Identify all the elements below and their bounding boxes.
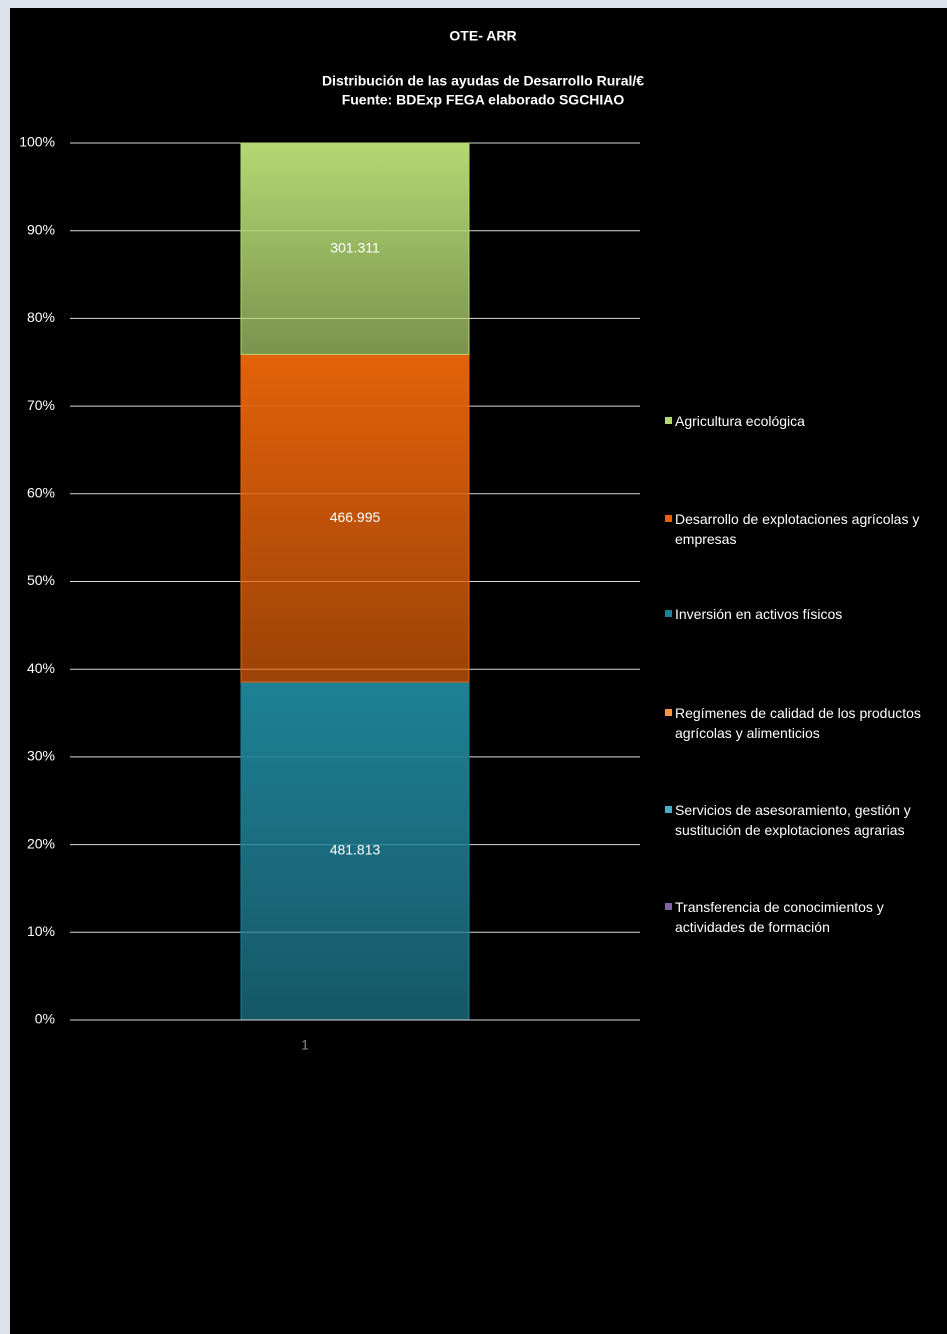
legend-label: Servicios de asesoramiento, gestión y su…	[675, 802, 911, 838]
legend-swatch	[665, 903, 672, 910]
chart-area	[10, 8, 947, 1334]
y-tick-label: 40%	[27, 660, 55, 676]
legend-label: Transferencia de conocimientos y activid…	[675, 899, 884, 935]
legend-label: Inversión en activos físicos	[675, 606, 843, 622]
x-tick-label: 1	[301, 1037, 309, 1053]
legend-entry: Desarrollo de explotaciones agrícolas y …	[665, 509, 945, 549]
legend-entry: Servicios de asesoramiento, gestión y su…	[665, 800, 945, 840]
legend-swatch	[665, 515, 672, 522]
legend-entry: Agricultura ecológica	[665, 411, 945, 431]
y-tick-label: 20%	[27, 835, 55, 851]
legend-swatch	[665, 417, 672, 424]
y-tick-label: 80%	[27, 309, 55, 325]
y-tick-label: 60%	[27, 485, 55, 501]
legend-swatch	[665, 806, 672, 813]
legend-entry: Inversión en activos físicos	[665, 604, 945, 624]
bar-segment	[240, 142, 470, 355]
legend-label: Agricultura ecológica	[675, 413, 805, 429]
y-tick-label: 90%	[27, 221, 55, 237]
chart-subtitle: Fuente: BDExp FEGA elaborado SGCHIAO	[342, 92, 625, 108]
y-tick-label: 10%	[27, 923, 55, 939]
y-tick-label: 70%	[27, 397, 55, 413]
bar-segment	[240, 681, 470, 1021]
y-tick-label: 0%	[35, 1011, 55, 1027]
chart-subtitle: Distribución de las ayudas de Desarrollo…	[322, 73, 644, 89]
legend-entry: Transferencia de conocimientos y activid…	[665, 897, 945, 937]
legend-label: Desarrollo de explotaciones agrícolas y …	[675, 511, 920, 547]
y-tick-label: 50%	[27, 572, 55, 588]
data-label: 481.813	[330, 842, 381, 858]
legend-swatch	[665, 709, 672, 716]
legend-swatch	[665, 610, 672, 617]
bar-segment	[240, 353, 470, 683]
chart-title: OTE- ARR	[449, 28, 516, 44]
data-label: 301.311	[330, 239, 380, 255]
y-tick-label: 30%	[27, 748, 55, 764]
y-tick-label: 100%	[19, 134, 55, 150]
legend-label: Regímenes de calidad de los productos ag…	[675, 705, 921, 741]
data-label: 466.995	[330, 509, 381, 525]
legend-entry: Regímenes de calidad de los productos ag…	[665, 703, 945, 743]
